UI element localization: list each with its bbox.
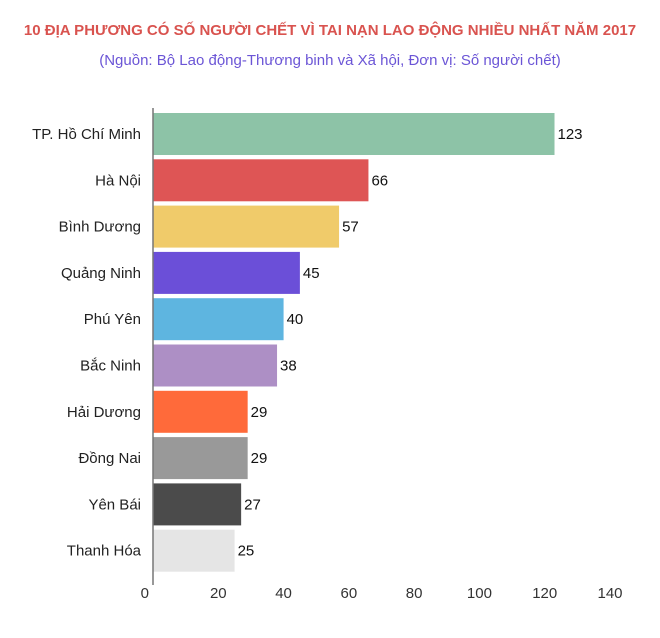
data-label: 66: [371, 172, 388, 189]
category-label: Quảng Ninh: [61, 265, 141, 282]
bar: [153, 113, 555, 155]
data-label: 123: [558, 126, 583, 143]
chart-subtitle: (Nguồn: Bộ Lao động-Thương binh và Xã hộ…: [99, 52, 561, 69]
x-tick-label: 120: [532, 585, 557, 602]
bar: [153, 205, 340, 248]
chart-title: 10 ĐỊA PHƯƠNG CÓ SỐ NGƯỜI CHẾT VÌ TAI NẠ…: [23, 22, 637, 39]
x-tick-label: 0: [141, 585, 149, 602]
data-label: 29: [251, 450, 268, 467]
category-label: Hà Nội: [95, 172, 141, 189]
bar: [153, 437, 248, 480]
data-label: 40: [287, 311, 304, 328]
data-label: 38: [280, 358, 297, 375]
category-label: Thanh Hóa: [67, 543, 142, 560]
bar: [153, 251, 300, 294]
x-tick-label: 60: [341, 585, 358, 602]
bar: [153, 529, 235, 572]
category-label: Bắc Ninh: [80, 358, 141, 375]
category-label: Hải Dương: [67, 404, 141, 421]
data-label: 29: [251, 404, 268, 421]
bar: [153, 390, 248, 433]
x-tick-label: 20: [210, 585, 227, 602]
data-label: 57: [342, 219, 359, 236]
bar: [153, 483, 242, 526]
data-label: 25: [238, 543, 255, 560]
category-label: Bình Dương: [59, 219, 141, 236]
x-tick-label: 140: [597, 585, 622, 602]
bar: [153, 344, 278, 387]
bar: [153, 298, 284, 341]
category-label: Phú Yên: [84, 311, 141, 328]
category-label: Đồng Nai: [78, 450, 141, 467]
x-tick-label: 100: [467, 585, 492, 602]
bar: [153, 159, 369, 202]
x-tick-label: 80: [406, 585, 423, 602]
category-label: TP. Hồ Chí Minh: [32, 126, 141, 143]
x-tick-label: 40: [275, 585, 292, 602]
data-label: 27: [244, 496, 261, 513]
data-label: 45: [303, 265, 320, 282]
category-label: Yên Bái: [88, 496, 141, 513]
